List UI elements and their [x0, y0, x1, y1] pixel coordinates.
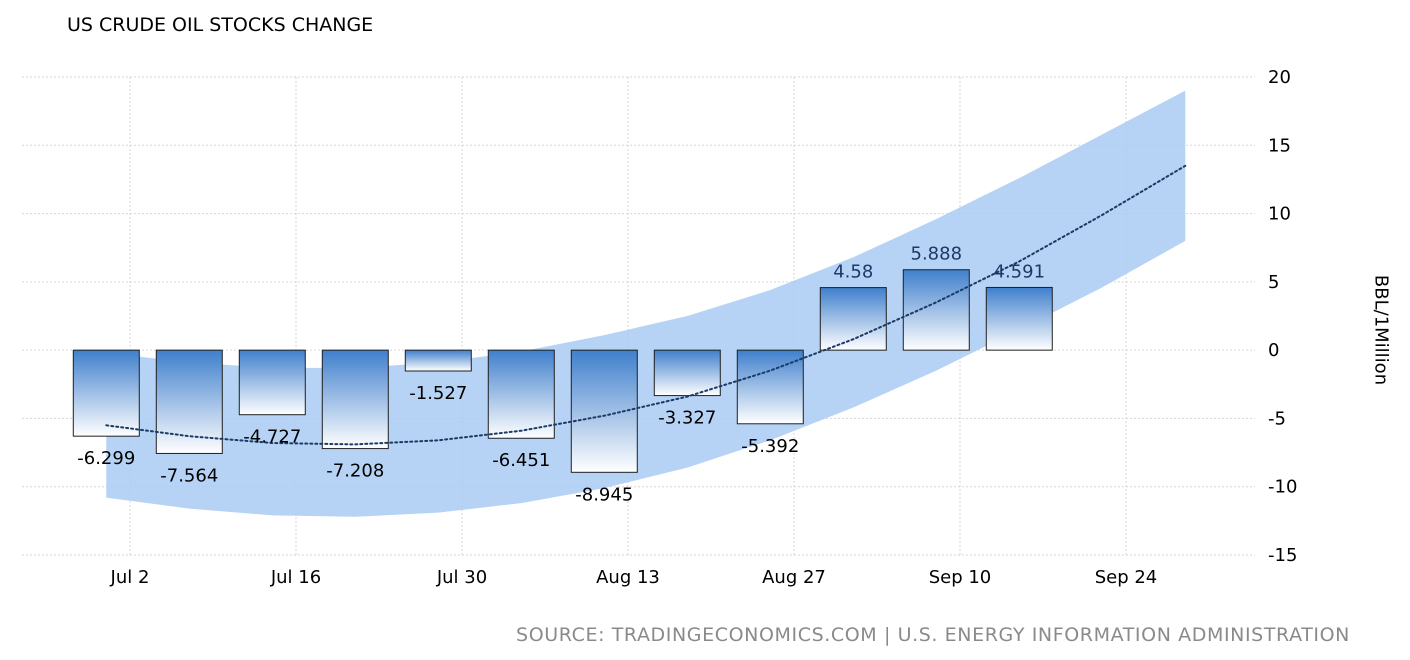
- value-label-11: 4.591: [994, 261, 1046, 282]
- bar-0: [72, 349, 140, 437]
- source-note: SOURCE: TRADINGECONOMICS.COM | U.S. ENER…: [516, 624, 1350, 646]
- trend-line-path: [105, 164, 1187, 446]
- value-label-10: 5.888: [911, 244, 963, 265]
- value-label-2: -4.727: [243, 427, 301, 448]
- x-tick-label-3: Aug 13: [596, 567, 660, 588]
- y-tick-label-2: 10: [1268, 204, 1291, 225]
- bar-3: [321, 349, 389, 450]
- x-tick-label-0: Jul 2: [110, 567, 150, 588]
- bar-7: [653, 349, 721, 397]
- value-label-4: -1.527: [409, 383, 467, 404]
- chart-title: US CRUDE OIL STOCKS CHANGE: [67, 14, 374, 36]
- y-tick-label-6: -10: [1268, 477, 1297, 498]
- value-label-1: -7.564: [160, 465, 218, 486]
- x-tick-label-2: Jul 30: [436, 567, 487, 588]
- bar-5: [487, 349, 555, 439]
- x-tick-label-1: Jul 16: [270, 567, 321, 588]
- y-axis-ticks: 20 15 10 5 0 -5 -10 -15: [1268, 67, 1297, 566]
- y-axis-label: BBL/1Million: [1370, 274, 1392, 386]
- value-label-7: -3.327: [658, 408, 716, 429]
- value-label-8: -5.392: [741, 436, 799, 457]
- x-tick-label-4: Aug 27: [762, 567, 826, 588]
- y-tick-label-7: -15: [1268, 545, 1297, 566]
- x-tick-label-6: Sep 24: [1095, 567, 1158, 588]
- bar-8: [736, 349, 804, 425]
- x-tick-label-5: Sep 10: [929, 567, 992, 588]
- value-label-9: 4.58: [833, 262, 873, 283]
- bar-11: [985, 286, 1053, 351]
- bar-10: [902, 269, 970, 351]
- bar-9: [819, 287, 887, 351]
- y-tick-label-0: 20: [1268, 67, 1291, 88]
- y-tick-label-3: 5: [1268, 272, 1279, 293]
- bar-2: [238, 349, 306, 416]
- x-axis-ticks: Jul 2 Jul 16 Jul 30 Aug 13 Aug 27 Sep 10 Sep 2…: [110, 567, 1158, 588]
- y-tick-label-4: 0: [1268, 340, 1279, 361]
- y-tick-label-1: 15: [1268, 135, 1291, 156]
- value-label-0: -6.299: [77, 448, 135, 469]
- y-tick-label-5: -5: [1268, 408, 1286, 429]
- bar-4: [404, 349, 472, 372]
- value-label-6: -8.945: [575, 484, 633, 505]
- value-labels: -6.299 -7.564 -4.727 -7.208 -1.527 -6.451 -8.9…: [77, 244, 1045, 506]
- value-label-5: -6.451: [492, 450, 550, 471]
- trend-line: [105, 164, 1187, 446]
- bar-6: [570, 349, 638, 473]
- value-label-3: -7.208: [326, 461, 384, 482]
- bar-1: [155, 349, 223, 454]
- y-axis-label-wrap: BBL/1Million: [1370, 270, 1392, 390]
